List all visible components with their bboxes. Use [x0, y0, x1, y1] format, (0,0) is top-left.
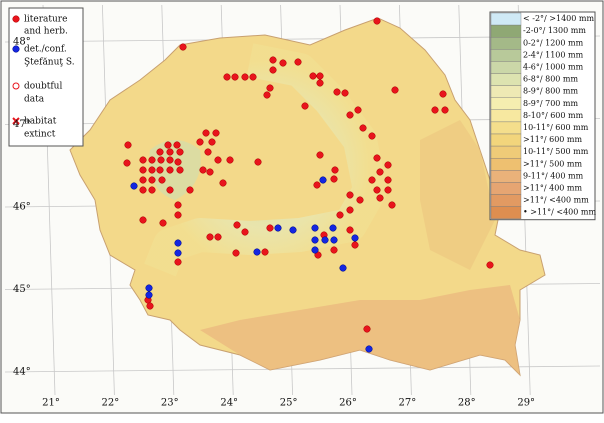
- legend-label: 2-4°/ 1100 mm: [523, 50, 584, 59]
- symbol-legend: literature and herb. det./conf. Ştefănuţ…: [8, 7, 84, 147]
- longitude-label: 21°: [42, 398, 60, 409]
- legend-label: >11°/ 600 mm: [523, 135, 583, 144]
- apuseni: [149, 140, 201, 200]
- legend-swatch: [490, 157, 522, 171]
- longitude-label: 27°: [399, 398, 417, 409]
- legend-label: • >11°/ <400 mm: [523, 208, 596, 217]
- longitude-label: 26°: [339, 398, 357, 409]
- legend-label: 4-6°/ 1000 mm: [523, 62, 584, 71]
- legend-label: >11°/ 400 mm: [523, 183, 583, 192]
- legend-swatch: [490, 170, 522, 183]
- climate-legend: < -2°/ >1400 mm -2-0°/ 1300 mm 0-2°/ 1200 …: [489, 11, 596, 221]
- legend-swatch: [490, 109, 522, 123]
- longitude-label: 23°: [161, 398, 179, 409]
- legend-label: 0-2°/ 1200 mm: [523, 38, 584, 47]
- legend-label: Ştefănuţ S.: [24, 57, 75, 68]
- plain-east: [420, 120, 495, 270]
- legend-label: extinct: [24, 130, 56, 140]
- legend-label: -2-0°/ 1300 mm: [523, 26, 586, 35]
- legend-label: >11°/ <400 mm: [523, 196, 589, 205]
- legend-swatch: [490, 194, 522, 207]
- carpathians: [144, 43, 387, 277]
- legend-swatch: [490, 73, 522, 86]
- legend-icon: [12, 45, 20, 53]
- legend-label: data: [24, 95, 45, 105]
- legend-swatch: [490, 97, 522, 110]
- latitude-label: 48°: [13, 37, 31, 48]
- records-literature: [123, 17, 494, 333]
- legend-swatch: [490, 182, 522, 195]
- legend-label: < -2°/ >1400 mm: [523, 14, 594, 23]
- legend-icon: [12, 15, 20, 23]
- legend-swatch: [490, 206, 522, 219]
- legend-icon: [12, 117, 20, 125]
- legend-label: and herb.: [24, 27, 68, 37]
- legend-label: literature: [24, 15, 67, 25]
- legend-label: 8-10°/ 600 mm: [523, 111, 584, 120]
- longitude-label: 22°: [102, 398, 120, 409]
- legend-label: 6-8°/ 800 mm: [523, 75, 579, 84]
- longitude-label: 28°: [458, 398, 476, 409]
- legend-label: >11°/ 500 mm: [523, 159, 583, 168]
- legend-label: 8-9°/ 800 mm: [523, 87, 579, 96]
- latitude-label: 45°: [13, 284, 31, 295]
- plain-south: [200, 285, 520, 375]
- legend-swatch: [490, 85, 522, 98]
- records-confirmed: [130, 176, 373, 353]
- longitude-label: 29°: [517, 398, 535, 409]
- legend-label: habitat: [24, 117, 57, 127]
- legend-box: [8, 7, 84, 147]
- legend-label: doubtful: [24, 82, 62, 92]
- legend-swatch: [490, 24, 522, 38]
- legend-label: 9-11°/ 400 mm: [523, 171, 584, 180]
- legend-swatch: [490, 121, 522, 135]
- legend-swatch: [490, 49, 522, 62]
- legend-label: 8-9°/ 700 mm: [523, 99, 579, 108]
- legend-label: det./conf.: [24, 45, 67, 55]
- latitude-label: 44°: [13, 367, 31, 378]
- legend-swatch: [490, 133, 522, 147]
- legend-icon: [12, 82, 20, 90]
- legend-label: 10-11°/ 600 mm: [523, 123, 589, 132]
- legend-swatch: [490, 61, 522, 74]
- legend-swatch: [490, 145, 522, 159]
- legend-swatch: [490, 37, 522, 50]
- longitude-label: 25°: [280, 398, 298, 409]
- longitude-label: 24°: [220, 398, 238, 409]
- latitude-label: 47°: [13, 119, 31, 130]
- parallel: [4, 365, 601, 373]
- legend-swatch: [490, 12, 522, 26]
- legend-label: 10-11°/ 500 mm: [523, 147, 589, 156]
- latitude-label: 46°: [13, 202, 31, 213]
